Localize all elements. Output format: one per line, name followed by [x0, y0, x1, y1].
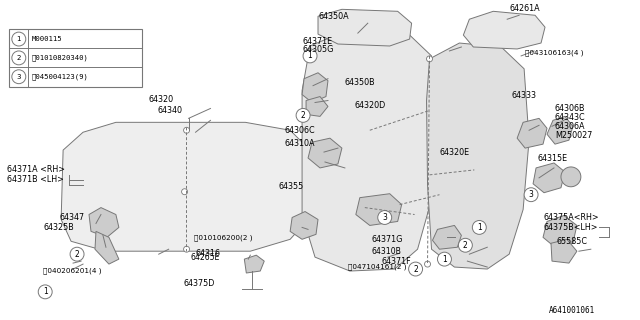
Text: 64320E: 64320E: [440, 148, 470, 156]
Text: Ⓑ010106200(2 ): Ⓑ010106200(2 ): [193, 234, 252, 241]
Text: 64265E: 64265E: [191, 253, 220, 262]
Circle shape: [408, 262, 422, 276]
Polygon shape: [543, 215, 577, 247]
Text: A641001061: A641001061: [548, 306, 595, 315]
Circle shape: [378, 211, 392, 224]
Polygon shape: [547, 116, 573, 144]
Polygon shape: [533, 163, 565, 193]
Text: M000115: M000115: [31, 36, 62, 42]
Polygon shape: [61, 122, 308, 251]
Polygon shape: [433, 225, 461, 249]
Text: 2: 2: [301, 111, 305, 120]
Text: 64340: 64340: [157, 106, 182, 115]
Text: Ⓜ045004123(9): Ⓜ045004123(9): [31, 73, 88, 80]
Text: 64343C: 64343C: [555, 113, 586, 122]
Polygon shape: [517, 118, 547, 148]
Text: 1: 1: [17, 36, 21, 42]
Circle shape: [184, 246, 189, 252]
Text: 64375B<LH>: 64375B<LH>: [543, 223, 598, 232]
Circle shape: [561, 167, 581, 187]
Text: 2: 2: [75, 250, 79, 259]
Circle shape: [38, 285, 52, 299]
Text: 64347: 64347: [59, 213, 84, 222]
Text: 64371A <RH>: 64371A <RH>: [8, 165, 65, 174]
Text: 64355: 64355: [278, 182, 303, 191]
Text: 64375D: 64375D: [184, 279, 215, 288]
FancyBboxPatch shape: [10, 29, 142, 87]
Text: 64325B: 64325B: [44, 223, 74, 232]
Text: 64306A: 64306A: [555, 122, 586, 131]
Polygon shape: [308, 138, 342, 168]
Circle shape: [182, 189, 188, 195]
Circle shape: [303, 49, 317, 63]
Text: 64305G: 64305G: [302, 45, 333, 54]
Polygon shape: [551, 239, 577, 263]
Polygon shape: [306, 97, 328, 116]
Text: 64320: 64320: [148, 95, 174, 104]
Text: 64261A: 64261A: [509, 4, 540, 13]
Text: Ⓜ047104161(2 ): Ⓜ047104161(2 ): [348, 264, 406, 270]
Text: 64375A<RH>: 64375A<RH>: [543, 213, 598, 222]
Circle shape: [70, 247, 84, 261]
Circle shape: [296, 108, 310, 122]
Text: 1: 1: [477, 223, 482, 232]
Polygon shape: [318, 9, 412, 46]
Text: 2: 2: [413, 265, 418, 274]
Text: 64350A: 64350A: [318, 12, 349, 21]
Text: 64371F: 64371F: [381, 257, 412, 266]
Circle shape: [12, 32, 26, 46]
Circle shape: [458, 238, 472, 252]
Polygon shape: [356, 194, 402, 225]
Circle shape: [426, 56, 433, 62]
Polygon shape: [302, 73, 328, 102]
Text: 64306C: 64306C: [284, 126, 315, 135]
Polygon shape: [244, 255, 264, 273]
Text: 65585C: 65585C: [557, 237, 588, 246]
Text: M250027: M250027: [555, 131, 593, 140]
Circle shape: [524, 188, 538, 202]
Text: 1: 1: [308, 52, 312, 60]
Text: 3: 3: [17, 74, 21, 80]
Text: Ⓜ040206201(4 ): Ⓜ040206201(4 ): [44, 268, 102, 274]
Polygon shape: [290, 212, 318, 239]
Text: 2: 2: [463, 241, 468, 250]
Text: 64320D: 64320D: [355, 101, 386, 110]
Text: 64371G: 64371G: [372, 235, 403, 244]
Polygon shape: [302, 29, 435, 271]
Text: 64310A: 64310A: [284, 139, 315, 148]
Text: 1: 1: [442, 255, 447, 264]
Circle shape: [424, 261, 431, 267]
Text: 64333: 64333: [511, 91, 536, 100]
Text: 64371E: 64371E: [302, 36, 332, 45]
Text: 2: 2: [17, 55, 21, 61]
Polygon shape: [426, 43, 529, 269]
Circle shape: [12, 51, 26, 65]
Polygon shape: [89, 208, 119, 237]
Text: 64316: 64316: [196, 249, 221, 258]
Polygon shape: [463, 11, 545, 49]
Text: Ⓑ01010820340): Ⓑ01010820340): [31, 55, 88, 61]
Polygon shape: [95, 231, 119, 264]
Text: 64310B: 64310B: [372, 247, 402, 256]
Text: Ⓜ043106163(4 ): Ⓜ043106163(4 ): [525, 50, 584, 56]
Text: 64350B: 64350B: [345, 78, 376, 87]
Circle shape: [184, 127, 189, 133]
Text: 64371B <LH>: 64371B <LH>: [8, 175, 64, 184]
Circle shape: [472, 220, 486, 234]
Text: 64315E: 64315E: [537, 154, 567, 163]
Circle shape: [12, 70, 26, 84]
Text: 64306B: 64306B: [555, 104, 586, 113]
Text: 3: 3: [529, 190, 534, 199]
Text: 3: 3: [382, 213, 387, 222]
Circle shape: [438, 252, 451, 266]
Text: 1: 1: [43, 287, 47, 296]
